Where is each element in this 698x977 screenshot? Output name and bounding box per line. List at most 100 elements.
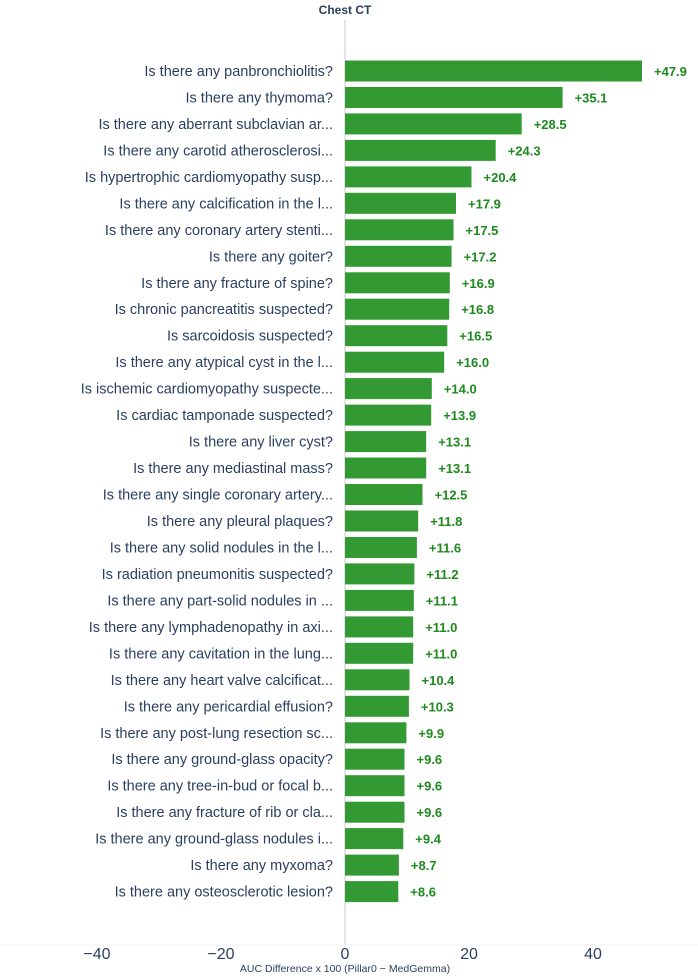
bar — [345, 669, 410, 691]
bar — [345, 722, 407, 744]
x-tick-label: −40 — [83, 946, 110, 963]
bar — [345, 431, 427, 453]
value-label: +9.4 — [415, 832, 441, 847]
category-label: Is there any thymoma? — [186, 91, 334, 107]
category-label: Is there any goiter? — [209, 249, 333, 265]
bar — [345, 87, 563, 108]
category-label: Is there any solid nodules in the l... — [110, 541, 333, 557]
bar — [345, 695, 409, 717]
value-label: +11.0 — [425, 620, 457, 635]
category-label: Is there any cavitation in the lung... — [109, 646, 333, 662]
value-label: +16.0 — [456, 355, 489, 370]
value-label: +28.5 — [534, 117, 567, 132]
x-tick-label: 40 — [584, 946, 602, 963]
category-label: Is there any coronary artery stenti... — [105, 223, 333, 239]
value-label: +16.9 — [462, 276, 495, 291]
x-tick-label: 0 — [341, 946, 350, 963]
x-axis: −40 −20 0 20 40 — [0, 944, 698, 963]
category-label: Is hypertrophic cardiomyopathy susp... — [85, 170, 333, 186]
bar — [345, 854, 399, 876]
category-label: Is ischemic cardiomyopathy suspecte... — [81, 382, 333, 398]
bar — [345, 192, 456, 214]
bar — [345, 272, 450, 294]
bar — [345, 60, 642, 82]
category-label: Is cardiac tamponade suspected? — [116, 408, 333, 424]
bar — [345, 484, 423, 505]
bar — [345, 642, 414, 664]
bar — [345, 616, 414, 638]
bar — [345, 378, 432, 400]
category-label: Is there any ground-glass opacity? — [111, 752, 333, 768]
category-label: Is there any osteosclerotic lesion? — [115, 885, 333, 901]
bar — [345, 325, 448, 347]
value-label: +20.4 — [484, 170, 518, 185]
bar — [345, 166, 472, 188]
category-label: Is there any atypical cyst in the l... — [115, 355, 333, 371]
bar — [345, 457, 427, 479]
category-label: Is there any fracture of rib or cla... — [116, 805, 333, 821]
value-label: +47.9 — [654, 64, 687, 79]
x-axis-title: AUC Difference x 100 (Pillar0 − MedGemma… — [240, 963, 450, 975]
value-label: +13.9 — [443, 408, 476, 423]
bar — [345, 351, 445, 373]
bar — [345, 801, 405, 823]
value-label: +16.5 — [459, 329, 492, 344]
value-label: +9.6 — [417, 805, 443, 820]
value-label: +8.6 — [410, 885, 436, 900]
x-tick-label: −20 — [207, 946, 234, 963]
category-label: Is there any post-lung resection sc... — [100, 726, 333, 742]
category-label: Is radiation pneumonitis suspected? — [102, 567, 333, 583]
category-label: Is there any aberrant subclavian ar... — [98, 117, 333, 133]
value-label: +24.3 — [508, 143, 541, 158]
category-label: Is there any single coronary artery... — [103, 488, 333, 504]
category-label: Is there any ground-glass nodules i... — [95, 832, 333, 848]
value-label: +12.5 — [435, 488, 468, 503]
value-label: +17.2 — [464, 249, 497, 264]
category-label: Is there any panbronchiolitis? — [144, 64, 333, 80]
bar — [345, 589, 414, 611]
value-label: +9.9 — [418, 726, 444, 741]
category-label: Is chronic pancreatitis suspected? — [115, 302, 333, 318]
value-label: +10.4 — [422, 673, 456, 688]
value-label: +9.6 — [417, 779, 443, 794]
bar — [345, 775, 405, 797]
value-label: +11.8 — [430, 514, 462, 529]
bar — [345, 245, 452, 267]
category-label: Is there any pleural plaques? — [147, 514, 333, 530]
value-label: +9.6 — [417, 752, 443, 767]
value-label: +16.8 — [461, 302, 494, 317]
bar — [345, 748, 405, 770]
category-label: Is there any calcification in the l... — [119, 196, 333, 212]
value-label: +10.3 — [421, 699, 454, 714]
category-label: Is there any liver cyst? — [189, 435, 333, 451]
bar — [345, 510, 419, 532]
chart-title: Chest CT — [319, 3, 372, 17]
bar — [345, 404, 432, 426]
value-label: +11.1 — [426, 593, 458, 608]
value-label: +13.1 — [438, 435, 471, 450]
bar — [345, 881, 399, 903]
category-label: Is there any carotid atherosclerosi... — [103, 143, 333, 159]
category-label: Is there any lymphadenopathy in axi... — [89, 620, 333, 636]
value-label: +17.9 — [468, 196, 501, 211]
category-label: Is there any mediastinal mass? — [133, 461, 333, 477]
category-label: Is there any part-solid nodules in ... — [107, 593, 333, 609]
category-label: Is there any heart valve calcificat... — [111, 673, 333, 689]
category-label: Is there any myxoma? — [190, 858, 333, 874]
category-label: Is there any tree-in-bud or focal b... — [107, 779, 333, 795]
bar — [345, 113, 522, 135]
bar — [345, 219, 454, 241]
bar — [345, 298, 450, 320]
bar — [345, 139, 496, 161]
plot-area: Is there any panbronchiolitis? +47.9 Is th… — [81, 20, 687, 945]
bar — [345, 563, 415, 585]
category-label: Is sarcoidosis suspected? — [167, 329, 333, 345]
value-label: +35.1 — [575, 91, 608, 106]
value-label: +14.0 — [444, 382, 477, 397]
x-tick-label: 20 — [460, 946, 478, 963]
category-label: Is there any pericardial effusion? — [124, 699, 333, 715]
category-label: Is there any fracture of spine? — [141, 276, 333, 292]
bar — [345, 537, 417, 558]
value-label: +17.5 — [466, 223, 499, 238]
value-label: +11.2 — [426, 567, 458, 582]
